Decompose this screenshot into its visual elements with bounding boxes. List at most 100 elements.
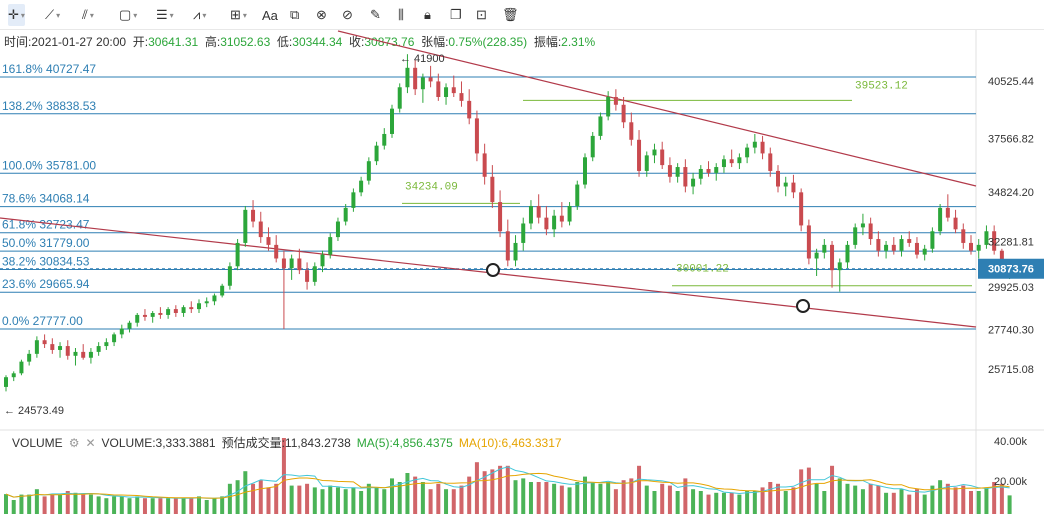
candle-body — [96, 346, 101, 352]
close-value: 30873.76 — [364, 35, 415, 49]
candle-body — [467, 100, 472, 119]
horizontal-lines-icon[interactable]: ☰ ▾ — [156, 4, 174, 26]
volume-bar — [289, 485, 294, 514]
candle-body — [552, 215, 557, 230]
candle-body — [513, 242, 518, 261]
brush-icon[interactable]: ✎ — [370, 4, 381, 26]
lock-icon[interactable]: 🔒︎ — [424, 4, 431, 26]
candle-body — [166, 309, 171, 315]
volume-value: VOLUME:3,333.3881 — [101, 435, 216, 450]
crosshair-icon[interactable]: ✛ ▾ — [8, 4, 25, 26]
measure-ruler-icon[interactable]: ⊘ — [342, 4, 353, 26]
volume-bar — [737, 494, 742, 514]
price-axis-tick: 32281.81 — [988, 236, 1034, 248]
volume-bar — [297, 485, 302, 514]
volume-bar — [776, 483, 780, 514]
candle-body — [50, 344, 55, 350]
volume-bar — [251, 483, 256, 514]
rectangle-icon-glyph: ▢ — [119, 7, 132, 22]
gann-icon[interactable]: ⊗ — [316, 4, 327, 26]
candle-body — [135, 314, 140, 323]
volume-bar — [629, 478, 634, 514]
volume-bar — [142, 498, 147, 514]
candle-body — [498, 202, 503, 232]
trend-line-icon[interactable]: ⟋ ▾ — [45, 4, 60, 26]
price-chart[interactable]: 161.8% 40727.47 138.2% 38838.53 100.0% 357… — [0, 30, 1044, 514]
volume-bar — [305, 483, 310, 514]
chevron-down-icon[interactable]: ▾ — [202, 10, 207, 20]
wave-pattern-icon-glyph: ⩘ — [193, 7, 201, 22]
candle-body — [644, 155, 649, 171]
candle-body — [420, 77, 425, 90]
parallel-channel-icon-glyph: ⫽ — [82, 7, 88, 22]
candle-body — [567, 205, 572, 222]
high-extreme-label: ← 41900 — [400, 53, 445, 65]
hide-icon[interactable]: ⊡ — [476, 4, 487, 26]
volume-bar — [390, 478, 394, 514]
candle-body — [243, 209, 248, 243]
rectangle-icon[interactable]: ▢ ▾ — [119, 4, 137, 26]
volume-bar — [837, 478, 842, 514]
wave-pattern-icon[interactable]: ⩘ ▾ — [193, 4, 206, 26]
volume-bar — [691, 489, 696, 514]
volume-bar — [984, 487, 989, 514]
candle-body — [297, 258, 302, 271]
text-tool-icon[interactable]: Aa — [262, 4, 278, 26]
candle-body — [397, 87, 402, 109]
candle-body — [88, 351, 93, 358]
price-axis-tick: 34824.20 — [988, 187, 1034, 199]
volume-bar — [752, 491, 757, 514]
candle-body — [683, 167, 688, 187]
delete-icon[interactable]: 🗑︎ — [502, 4, 519, 26]
volume-bar — [204, 500, 209, 514]
volume-bar — [366, 483, 371, 514]
candle-body — [428, 77, 433, 82]
price-range-icon[interactable]: ⫼ — [398, 4, 404, 26]
chevron-down-icon[interactable]: ▾ — [89, 10, 94, 20]
chevron-down-icon[interactable]: ▾ — [169, 10, 174, 20]
volume-bar — [266, 487, 271, 514]
volume-close-icon[interactable]: ✕ — [85, 435, 96, 450]
volume-settings-icon[interactable]: ⚙ — [68, 435, 80, 450]
candle-body — [444, 87, 449, 97]
volume-bar — [428, 489, 433, 514]
chevron-down-icon[interactable]: ▾ — [20, 10, 25, 20]
candle-body — [621, 104, 626, 123]
volume-ma10-line — [5, 472, 1010, 499]
candle-body — [42, 340, 47, 345]
amplitude-value: 2.31% — [561, 35, 596, 49]
volume-bar — [590, 482, 595, 514]
volume-bar — [606, 482, 611, 514]
copy-icon[interactable]: ❐ — [450, 4, 462, 26]
candle-body — [227, 266, 232, 286]
chevron-down-icon[interactable]: ▾ — [133, 10, 138, 20]
chevron-down-icon[interactable]: ▾ — [242, 10, 247, 20]
volume-bar — [227, 483, 232, 514]
fib-level-label: 100.0% 35781.00 — [2, 158, 96, 172]
candle-body — [899, 239, 904, 251]
gann-icon-glyph: ⊗ — [316, 7, 327, 22]
volume-bar — [613, 489, 618, 514]
volume-bar — [397, 482, 402, 514]
volume-bar — [683, 478, 688, 514]
fib-grid-icon[interactable]: ⊞ ▾ — [230, 4, 247, 26]
price-axis-tick: 25715.08 — [988, 364, 1034, 376]
candle-body — [860, 223, 865, 228]
volume-bar — [96, 496, 101, 514]
volume-bar — [907, 494, 912, 514]
candle-body — [112, 334, 117, 343]
chevron-down-icon[interactable]: ▾ — [56, 10, 61, 20]
volume-bar — [621, 480, 626, 514]
touch-point-marker — [796, 299, 810, 313]
candle-body — [544, 217, 549, 230]
candle-body — [776, 170, 780, 187]
volume-bar — [343, 489, 348, 514]
parallel-channel-icon[interactable]: ⫽ ▾ — [82, 4, 94, 26]
volume-bar — [482, 471, 487, 514]
candle-body — [714, 167, 719, 173]
volume-bar — [799, 469, 804, 514]
crosshair-icon-glyph: ✛ — [8, 7, 19, 22]
volume-bar — [999, 483, 1004, 514]
volume-bar — [961, 485, 966, 514]
pattern-icon[interactable]: ⧉ — [290, 4, 299, 26]
